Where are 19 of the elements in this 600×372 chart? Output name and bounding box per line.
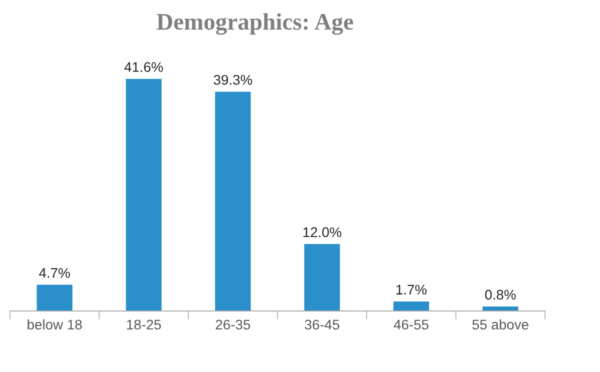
bar bbox=[215, 92, 251, 311]
bar bbox=[304, 244, 340, 311]
x-tick-label: 46-55 bbox=[394, 320, 428, 330]
data-label: 39.3% bbox=[214, 74, 252, 85]
bar bbox=[482, 306, 518, 311]
data-label: 41.6% bbox=[124, 62, 163, 72]
data-label: 0.8% bbox=[485, 290, 516, 300]
x-tick-label: 55 above bbox=[472, 319, 528, 330]
bar bbox=[126, 78, 162, 311]
data-label: 4.7% bbox=[39, 268, 70, 278]
bar bbox=[393, 302, 430, 311]
x-tick-label: 26-35 bbox=[216, 320, 250, 330]
x-tick-label: 36-45 bbox=[304, 320, 340, 330]
x-tick-label: below 18 bbox=[28, 319, 82, 330]
bar bbox=[36, 284, 72, 311]
x-tick-label: 18-25 bbox=[127, 320, 161, 330]
chart-title: Demographics: Age bbox=[156, 13, 354, 35]
data-label: 1.7% bbox=[396, 284, 427, 295]
data-label: 12.0% bbox=[303, 227, 342, 238]
